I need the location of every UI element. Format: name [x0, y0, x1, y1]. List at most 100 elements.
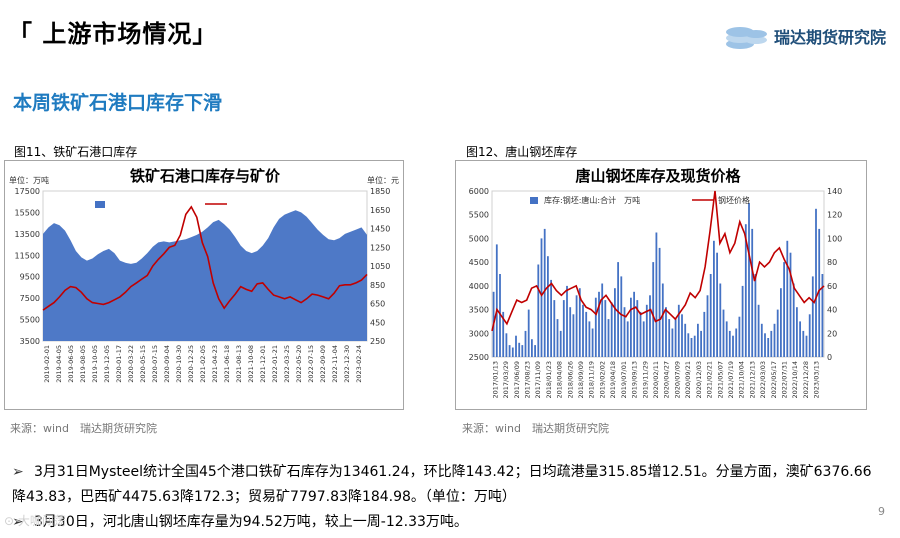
x-tick-label: 2022/03/03	[759, 361, 767, 398]
figure-12-source: 来源：wind 瑞达期货研究院	[462, 422, 610, 435]
legend-label-inventory: 库存量（左）	[109, 199, 157, 209]
x-tick-label: 2019-04-05	[55, 345, 63, 383]
y2-tick-label: 850	[370, 281, 385, 290]
y2-tick-label: 650	[370, 300, 385, 309]
arrow-bullet-icon: ➢	[12, 514, 24, 530]
y-tick-label: 3500	[469, 306, 489, 315]
x-tick-label: 2022/10/14	[791, 361, 799, 398]
inventory-bar	[518, 342, 521, 357]
y-tick-label: 17500	[15, 187, 40, 196]
inventory-bar	[569, 307, 572, 357]
x-tick-label: 2021/10/04	[738, 361, 746, 398]
x-tick-label: 2019-06-05	[67, 345, 75, 383]
inventory-bar	[786, 240, 789, 357]
inventory-bar	[550, 279, 552, 357]
chart-2-svg: 唐山钢坯库存及现货价格 2500 3000 3500 4000 4500 5000 5500 6…	[469, 167, 843, 398]
chart-title: 唐山钢坯库存及现货价格	[575, 167, 741, 185]
inventory-bar	[741, 285, 744, 357]
legend-label-price: 澳洲麦克粉61%（右）	[231, 199, 313, 209]
x-tick-label: 2018/01/23	[545, 361, 553, 398]
inventory-bar	[617, 262, 619, 357]
x-tick-label: 2022-12-30	[343, 345, 351, 383]
inventory-bar	[757, 304, 760, 357]
x-tick-label: 2021/05/07	[716, 361, 724, 398]
section-subtitle: 本周铁矿石港口库存下滑	[13, 92, 223, 114]
legend-swatch-inventory	[95, 201, 105, 208]
chart-title: 铁矿石港口库存与矿价	[130, 167, 281, 185]
inventory-bar	[811, 276, 814, 357]
y2-tick-label: 140	[827, 187, 842, 196]
y2-tick-label: 1050	[370, 262, 390, 271]
x-tick-label: 2023-02-24	[355, 345, 363, 383]
figure-12-caption: 图12、唐山钢坯库存	[466, 145, 578, 159]
y2-tick-label: 0	[827, 353, 832, 362]
inventory-bar	[728, 330, 731, 357]
inventory-bar	[521, 345, 524, 357]
inventory-bar	[649, 295, 651, 357]
x-tick-label: 2020-07-15	[151, 345, 159, 383]
inventory-bar	[607, 319, 610, 357]
inventory-bar	[713, 240, 715, 357]
y-tick-label: 3000	[469, 329, 489, 338]
inventory-bar	[821, 274, 824, 357]
x-tick-label: 2021/07/19	[727, 361, 735, 398]
x-tick-label: 2018/11/19	[588, 361, 596, 398]
inventory-bar	[642, 321, 645, 357]
inventory-bar	[633, 291, 635, 357]
x-tick-label: 2021-02-05	[199, 345, 207, 383]
x-tick-label: 2020/07/09	[673, 361, 681, 398]
chart-tangshan-billet: 唐山钢坯库存及现货价格 2500 3000 3500 4000 4500 5000 5500 6…	[455, 160, 867, 410]
page-number: 9	[878, 505, 885, 518]
inventory-bar	[588, 321, 591, 357]
y2-tick-label: 40	[827, 306, 837, 315]
inventory-bar	[802, 330, 805, 357]
inventory-bar	[789, 252, 792, 357]
inventory-bar	[562, 300, 565, 357]
inventory-bar	[553, 300, 556, 357]
bullet-1: ➢ 3月31日Mysteel统计全国45个港口铁矿石库存为13461.24，环比降…	[12, 460, 882, 510]
y-tick-label: 7500	[20, 294, 40, 303]
inventory-bar	[502, 311, 505, 357]
inventory-bar	[693, 335, 696, 357]
x-tick-label: 2020/02/11	[652, 361, 660, 398]
inventory-bar	[751, 228, 754, 357]
inventory-bar	[767, 338, 770, 357]
inventory-bar	[499, 274, 501, 357]
inventory-bar	[799, 321, 801, 357]
x-tick-label: 2021-08-13	[235, 345, 243, 383]
inventory-bar	[773, 323, 776, 357]
inventory-bar	[719, 283, 722, 357]
y2-tick-label: 250	[370, 337, 385, 346]
y-tick-label: 2500	[469, 353, 489, 362]
y2-tick-label: 1650	[370, 206, 390, 215]
x-tick-label: 2021-12-01	[259, 345, 267, 383]
price-line	[491, 190, 825, 332]
inventory-area	[43, 210, 367, 341]
inventory-bar	[665, 307, 667, 357]
inventory-bar	[697, 323, 699, 357]
x-tick-label: 2020-12-25	[187, 345, 195, 383]
inventory-bar	[661, 283, 664, 357]
inventory-bar	[527, 309, 530, 357]
inventory-bar	[744, 224, 747, 357]
x-tick-label: 2020/12/03	[695, 361, 703, 398]
y-tick-label: 9500	[20, 273, 40, 282]
x-tick-label: 2017/11/09	[534, 361, 542, 398]
inventory-bar	[594, 297, 597, 357]
x-tick-label: 2022/07/31	[781, 361, 789, 398]
x-tick-label: 2020/09/21	[684, 361, 692, 398]
y2-tick-label: 450	[370, 318, 385, 327]
inventory-bar	[671, 328, 674, 357]
x-tick-label: 2022-01-21	[271, 345, 279, 383]
inventory-bar	[556, 319, 559, 357]
inventory-bar	[748, 202, 750, 357]
bullet-1-text: 3月31日Mysteel统计全国45个港口铁矿石库存为13461.24，环比降1…	[12, 464, 872, 505]
inventory-bar	[636, 300, 639, 357]
x-tick-label: 2022-11-04	[331, 345, 339, 383]
inventory-bar	[540, 238, 543, 357]
inventory-bar	[681, 314, 683, 357]
inventory-bar	[524, 330, 527, 357]
inventory-bar	[620, 276, 623, 357]
x-tick-label: 2021-10-08	[247, 345, 255, 383]
inventory-bar	[652, 262, 655, 357]
